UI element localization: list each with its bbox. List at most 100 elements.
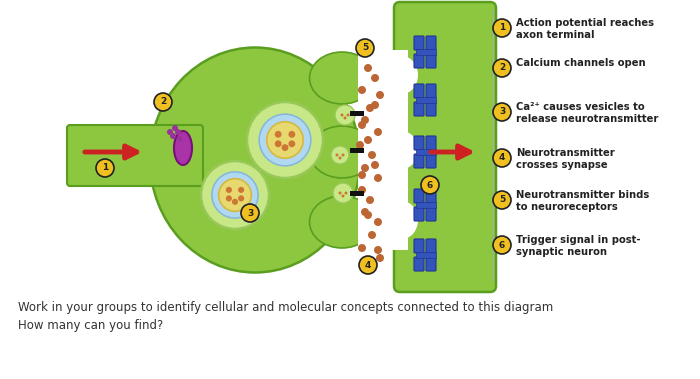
Ellipse shape <box>150 47 360 273</box>
FancyBboxPatch shape <box>394 2 496 292</box>
Circle shape <box>493 59 511 77</box>
Circle shape <box>335 105 355 125</box>
Circle shape <box>366 196 374 204</box>
Bar <box>350 148 364 153</box>
Circle shape <box>356 39 374 57</box>
Circle shape <box>288 140 295 147</box>
Circle shape <box>358 244 366 252</box>
Circle shape <box>167 129 173 135</box>
FancyBboxPatch shape <box>67 125 203 186</box>
FancyBboxPatch shape <box>414 207 424 221</box>
Text: 5: 5 <box>362 44 368 53</box>
Circle shape <box>274 131 281 138</box>
Circle shape <box>259 114 311 166</box>
Circle shape <box>339 191 342 194</box>
Circle shape <box>376 91 384 99</box>
Bar <box>416 202 436 208</box>
FancyBboxPatch shape <box>426 54 436 68</box>
Bar <box>416 49 436 55</box>
Text: 1: 1 <box>499 23 505 33</box>
Circle shape <box>175 129 181 135</box>
Circle shape <box>493 191 511 209</box>
Ellipse shape <box>386 56 418 94</box>
Circle shape <box>218 179 251 211</box>
Circle shape <box>371 74 379 82</box>
Circle shape <box>356 141 364 149</box>
Circle shape <box>371 161 379 169</box>
Circle shape <box>366 104 374 112</box>
Circle shape <box>361 116 369 124</box>
Circle shape <box>241 204 259 222</box>
FancyBboxPatch shape <box>414 154 424 168</box>
Circle shape <box>238 195 244 202</box>
FancyBboxPatch shape <box>426 102 436 116</box>
FancyBboxPatch shape <box>414 239 424 253</box>
Text: 1: 1 <box>102 163 108 172</box>
Circle shape <box>368 151 376 159</box>
Circle shape <box>342 153 344 157</box>
Text: Neurotransmitter binds: Neurotransmitter binds <box>516 190 650 200</box>
Circle shape <box>96 159 114 177</box>
Circle shape <box>374 246 382 254</box>
Circle shape <box>364 136 372 144</box>
Text: 4: 4 <box>365 260 371 269</box>
Text: How many can you find?: How many can you find? <box>18 319 163 332</box>
Circle shape <box>335 153 339 157</box>
Bar <box>350 111 364 116</box>
Circle shape <box>340 113 344 116</box>
FancyBboxPatch shape <box>426 36 436 50</box>
Text: 4: 4 <box>499 153 505 163</box>
Bar <box>350 191 364 196</box>
Bar <box>416 252 436 258</box>
Circle shape <box>212 172 258 218</box>
Circle shape <box>331 146 349 164</box>
Circle shape <box>232 199 238 205</box>
Circle shape <box>364 211 372 219</box>
Ellipse shape <box>309 196 374 248</box>
FancyBboxPatch shape <box>414 257 424 271</box>
Ellipse shape <box>174 131 192 165</box>
FancyBboxPatch shape <box>426 136 436 150</box>
Circle shape <box>177 136 183 142</box>
Circle shape <box>247 102 323 178</box>
Circle shape <box>374 218 382 226</box>
FancyBboxPatch shape <box>426 84 436 98</box>
Bar <box>416 97 436 103</box>
Circle shape <box>493 19 511 37</box>
FancyBboxPatch shape <box>414 36 424 50</box>
Text: synaptic neuron: synaptic neuron <box>516 247 607 257</box>
FancyBboxPatch shape <box>426 154 436 168</box>
Circle shape <box>358 186 366 194</box>
Circle shape <box>364 64 372 72</box>
Circle shape <box>493 149 511 167</box>
Ellipse shape <box>309 126 374 178</box>
Text: 5: 5 <box>499 196 505 205</box>
Circle shape <box>281 144 288 151</box>
Circle shape <box>288 131 295 138</box>
FancyBboxPatch shape <box>426 239 436 253</box>
Text: Ca²⁺ causes vesicles to: Ca²⁺ causes vesicles to <box>516 102 645 112</box>
Circle shape <box>226 195 232 202</box>
Circle shape <box>358 171 366 179</box>
FancyBboxPatch shape <box>414 189 424 203</box>
Text: Calcium channels open: Calcium channels open <box>516 58 645 68</box>
Circle shape <box>371 101 379 109</box>
Circle shape <box>226 187 232 193</box>
Circle shape <box>358 86 366 94</box>
Circle shape <box>346 113 349 116</box>
Circle shape <box>421 176 439 194</box>
FancyBboxPatch shape <box>426 189 436 203</box>
Circle shape <box>154 93 172 111</box>
Text: 2: 2 <box>499 64 505 72</box>
Text: 6: 6 <box>427 180 433 190</box>
Ellipse shape <box>309 52 374 104</box>
FancyBboxPatch shape <box>414 102 424 116</box>
Circle shape <box>361 208 369 216</box>
Bar <box>155 131 215 180</box>
Text: 3: 3 <box>499 108 505 116</box>
Circle shape <box>339 157 342 160</box>
Circle shape <box>238 187 244 193</box>
Text: Neurotransmitter: Neurotransmitter <box>516 148 615 158</box>
Circle shape <box>361 164 369 172</box>
Text: 6: 6 <box>499 241 505 249</box>
